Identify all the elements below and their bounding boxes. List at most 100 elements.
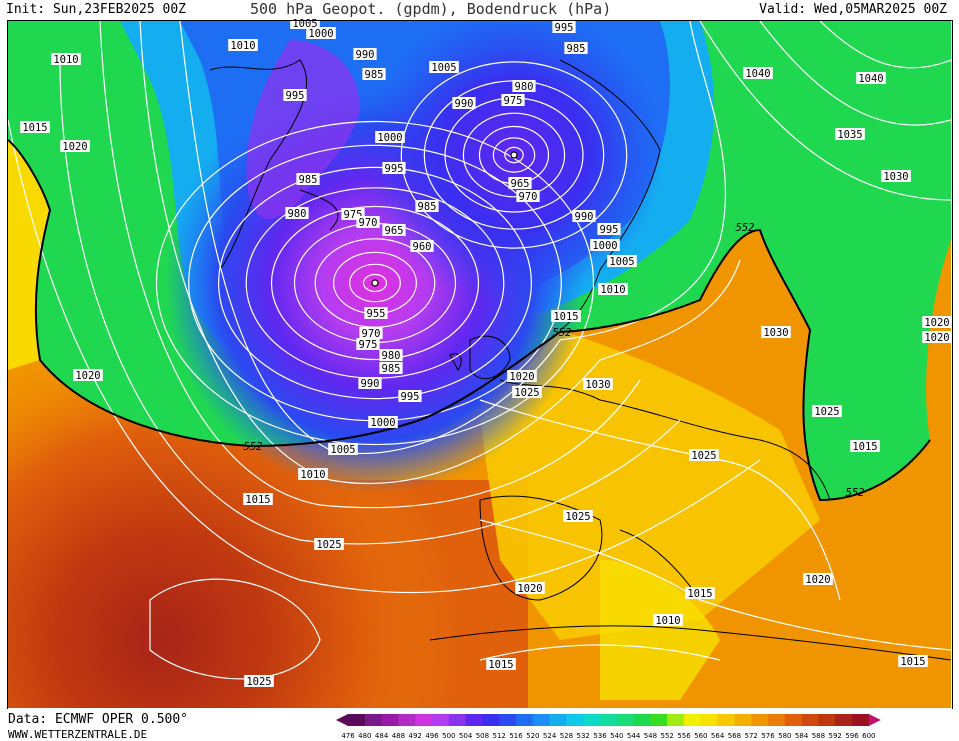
isobar-line [699, 21, 951, 201]
pressure-label-bg [597, 223, 621, 235]
pressure-label-bg [20, 121, 50, 133]
pressure-label: 1025 [314, 538, 344, 551]
pressure-label-bg [507, 370, 537, 382]
pressure-label-bg [228, 39, 258, 51]
pressure-label-text: 1020 [924, 332, 949, 344]
pressure-label-text: 985 [299, 174, 318, 186]
pressure-label-text: 965 [511, 178, 530, 190]
colorbar-segment [448, 714, 467, 726]
pressure-label: 1015 [850, 440, 880, 453]
colorbar-segment [549, 714, 567, 726]
colorbar-segment [415, 714, 433, 726]
pressure-label-bg [73, 369, 103, 381]
colorbar-tick-label: 544 [627, 732, 641, 740]
pressure-label: 985 [296, 173, 320, 186]
pressure-label-bg [382, 162, 406, 174]
pressure-label: 995 [283, 89, 307, 102]
colorbar-tick-label: 520 [526, 732, 539, 740]
pressure-label-text: 1015 [687, 588, 712, 600]
pressure-label-text: 1040 [745, 68, 770, 80]
pressure-label-text: 1025 [691, 450, 716, 462]
pressure-label: 1010 [51, 53, 81, 66]
valid-time-label: Valid: Wed,05MAR2025 00Z [759, 2, 947, 17]
colorbar-segment [364, 714, 383, 726]
isobar-line [149, 578, 321, 680]
pressure-label-text: 970 [519, 191, 538, 203]
chart-title: 500 hPa Geopot. (gpdm), Bodendruck (hPa) [250, 0, 612, 18]
colorbar-segment [516, 714, 534, 726]
colorbar-tick-label: 556 [677, 732, 691, 740]
pressure-label-bg [398, 390, 422, 402]
pressure-label-text: 990 [575, 211, 594, 223]
colorbar-segment [432, 714, 450, 726]
colorbar-tick-label: 524 [543, 732, 557, 740]
pressure-label-bg [359, 327, 383, 339]
pressure-label-bg [429, 61, 459, 73]
colorbar-segment [499, 714, 517, 726]
pressure-label: 965 [508, 177, 532, 190]
colorbar-tick-label: 560 [694, 732, 707, 740]
isobar-ring [270, 205, 480, 361]
pressure-label-text: 1040 [858, 73, 883, 85]
pressure-label-bg [306, 27, 336, 39]
pressure-label-text: 995 [600, 224, 619, 236]
pressure-label-text: 1000 [592, 240, 617, 252]
iberia-coast [479, 495, 603, 601]
pressure-label-text: 1015 [553, 311, 578, 323]
pressure-label: 985 [415, 200, 439, 213]
colorbar-tick-label: 580 [778, 732, 791, 740]
colorbar-tick-label: 516 [509, 732, 523, 740]
pressure-label: 995 [398, 390, 422, 403]
isobar-ring [218, 166, 532, 400]
height-contour-552 [8, 139, 931, 502]
pressure-label: 985 [362, 68, 386, 81]
pressure-label-bg [60, 140, 90, 152]
colorbar-right-arrow [868, 714, 881, 726]
pressure-label: 1025 [244, 675, 274, 688]
pressure-label-text: 955 [367, 308, 386, 320]
pressure-label: 1005 [607, 255, 637, 268]
height-label: 552 [846, 487, 865, 499]
pressure-label-bg [508, 177, 532, 189]
colorbar-segment [852, 714, 870, 726]
pressure-label-text: 1025 [814, 406, 839, 418]
pressure-label-bg [572, 210, 596, 222]
pressure-label-text: 995 [385, 163, 404, 175]
pressure-label-bg [881, 170, 911, 182]
north-africa-coast [429, 625, 951, 661]
low-pressure-center [371, 279, 379, 287]
colorbar-tick-label: 564 [711, 732, 725, 740]
isobar-line [479, 519, 951, 651]
colorbar-tick-label: 584 [795, 732, 809, 740]
pressure-label-bg [298, 468, 328, 480]
pressure-label: 980 [512, 80, 536, 93]
isobar-ring [492, 137, 536, 173]
pressure-label-text: 1005 [330, 444, 355, 456]
pressure-label-bg [761, 326, 791, 338]
colorbar-segment [667, 714, 685, 726]
pressure-label-text: 975 [359, 339, 378, 351]
greenland-coast [209, 59, 308, 271]
pressure-label-bg [358, 377, 382, 389]
scandinavia-coast [559, 59, 661, 331]
colorbar-tick-label: 512 [493, 732, 506, 740]
pressure-label-text: 1000 [370, 417, 395, 429]
colorbar-tick-label: 480 [358, 732, 371, 740]
pressure-label: 1025 [512, 386, 542, 399]
pressure-label-bg [598, 283, 628, 295]
pressure-label-bg [551, 310, 581, 322]
colorbar-segment [583, 714, 601, 726]
colorbar-segment [465, 714, 483, 726]
colorbar-segment [398, 714, 416, 726]
colorbar-tick-label: 504 [459, 732, 473, 740]
colorbar-tick-label: 528 [560, 732, 573, 740]
pressure-label-bg [368, 416, 398, 428]
pressure-label-text: 1005 [609, 256, 634, 268]
pressure-label: 995 [382, 162, 406, 175]
colorbar-segment [818, 714, 836, 726]
website-link[interactable]: WWW.WETTERZENTRALE.DE [8, 728, 148, 741]
pressure-label: 1025 [689, 449, 719, 462]
pressure-label: 1010 [298, 468, 328, 481]
pressure-label: 970 [359, 327, 383, 340]
pressure-label: 1020 [73, 369, 103, 382]
